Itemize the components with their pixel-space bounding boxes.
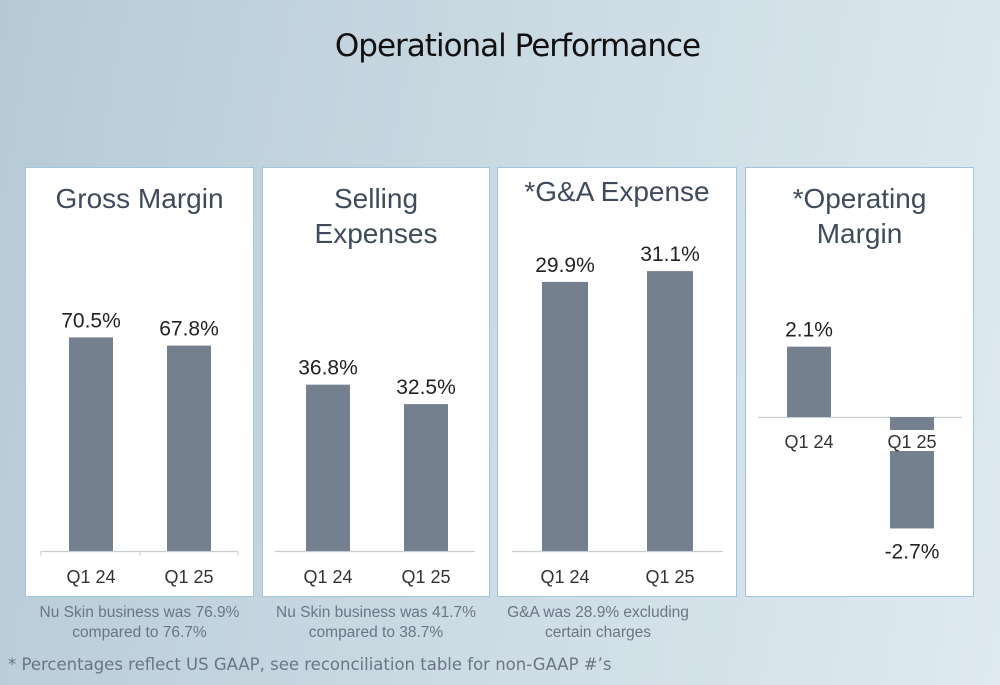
footnote: * Percentages reflect US GAAP, see recon… xyxy=(8,655,612,674)
category-label: Q1 24 xyxy=(303,567,352,587)
data-label: 70.5% xyxy=(61,309,121,332)
ga-expense-note: G&A was 28.9% excluding certain charges xyxy=(507,604,689,641)
data-label: 29.9% xyxy=(535,254,595,277)
bar xyxy=(647,271,693,551)
gross-margin-chart: 70.5% Q1 24 67.8% Q1 25 xyxy=(40,309,239,587)
gross-margin-note: Nu Skin business was 76.9% compared to 7… xyxy=(39,604,240,641)
panel-title: *Operating Margin xyxy=(792,183,927,249)
bar xyxy=(167,345,211,551)
category-label: Q1 25 xyxy=(645,567,694,587)
category-label: Q1 24 xyxy=(784,432,833,452)
page-title: Operational Performance xyxy=(334,28,701,64)
panel-title: Selling Expenses xyxy=(314,183,438,249)
operating-margin-panel: *Operating Margin 2.1% Q1 24 Q1 25 -2.7% xyxy=(745,167,974,597)
selling-expenses-panel: Selling Expenses 36.8% Q1 24 32.5% Q1 25 xyxy=(262,167,490,597)
selling-expenses-chart: 36.8% Q1 24 32.5% Q1 25 xyxy=(275,357,475,587)
bar xyxy=(890,451,934,529)
data-label: -2.7% xyxy=(885,540,940,563)
data-label: 32.5% xyxy=(396,376,456,399)
ga-expense-panel: *G&A Expense 29.9% Q1 24 31.1% Q1 25 xyxy=(497,167,737,597)
bar xyxy=(890,417,934,430)
category-label: Q1 25 xyxy=(401,567,450,587)
data-label: 67.8% xyxy=(159,318,219,341)
bar xyxy=(404,404,448,551)
category-label: Q1 25 xyxy=(887,432,936,452)
category-label: Q1 25 xyxy=(164,567,213,587)
category-label: Q1 24 xyxy=(540,567,589,587)
panel-title: Gross Margin xyxy=(55,183,224,214)
bar xyxy=(69,337,113,551)
bar xyxy=(542,281,588,551)
bar xyxy=(306,384,350,551)
bar xyxy=(787,346,831,417)
ga-expense-chart: 29.9% Q1 24 31.1% Q1 25 xyxy=(512,243,723,587)
gross-margin-panel: Gross Margin 70.5% Q1 24 67.8% Q1 25 xyxy=(25,167,254,597)
data-label: 2.1% xyxy=(785,319,833,342)
selling-expenses-note: Nu Skin business was 41.7% compared to 3… xyxy=(276,604,476,641)
category-label: Q1 24 xyxy=(66,567,115,587)
data-label: 36.8% xyxy=(298,357,358,380)
panel-title: *G&A Expense xyxy=(524,176,710,207)
data-label: 31.1% xyxy=(640,243,700,266)
operating-margin-chart: 2.1% Q1 24 Q1 25 -2.7% xyxy=(758,319,962,563)
